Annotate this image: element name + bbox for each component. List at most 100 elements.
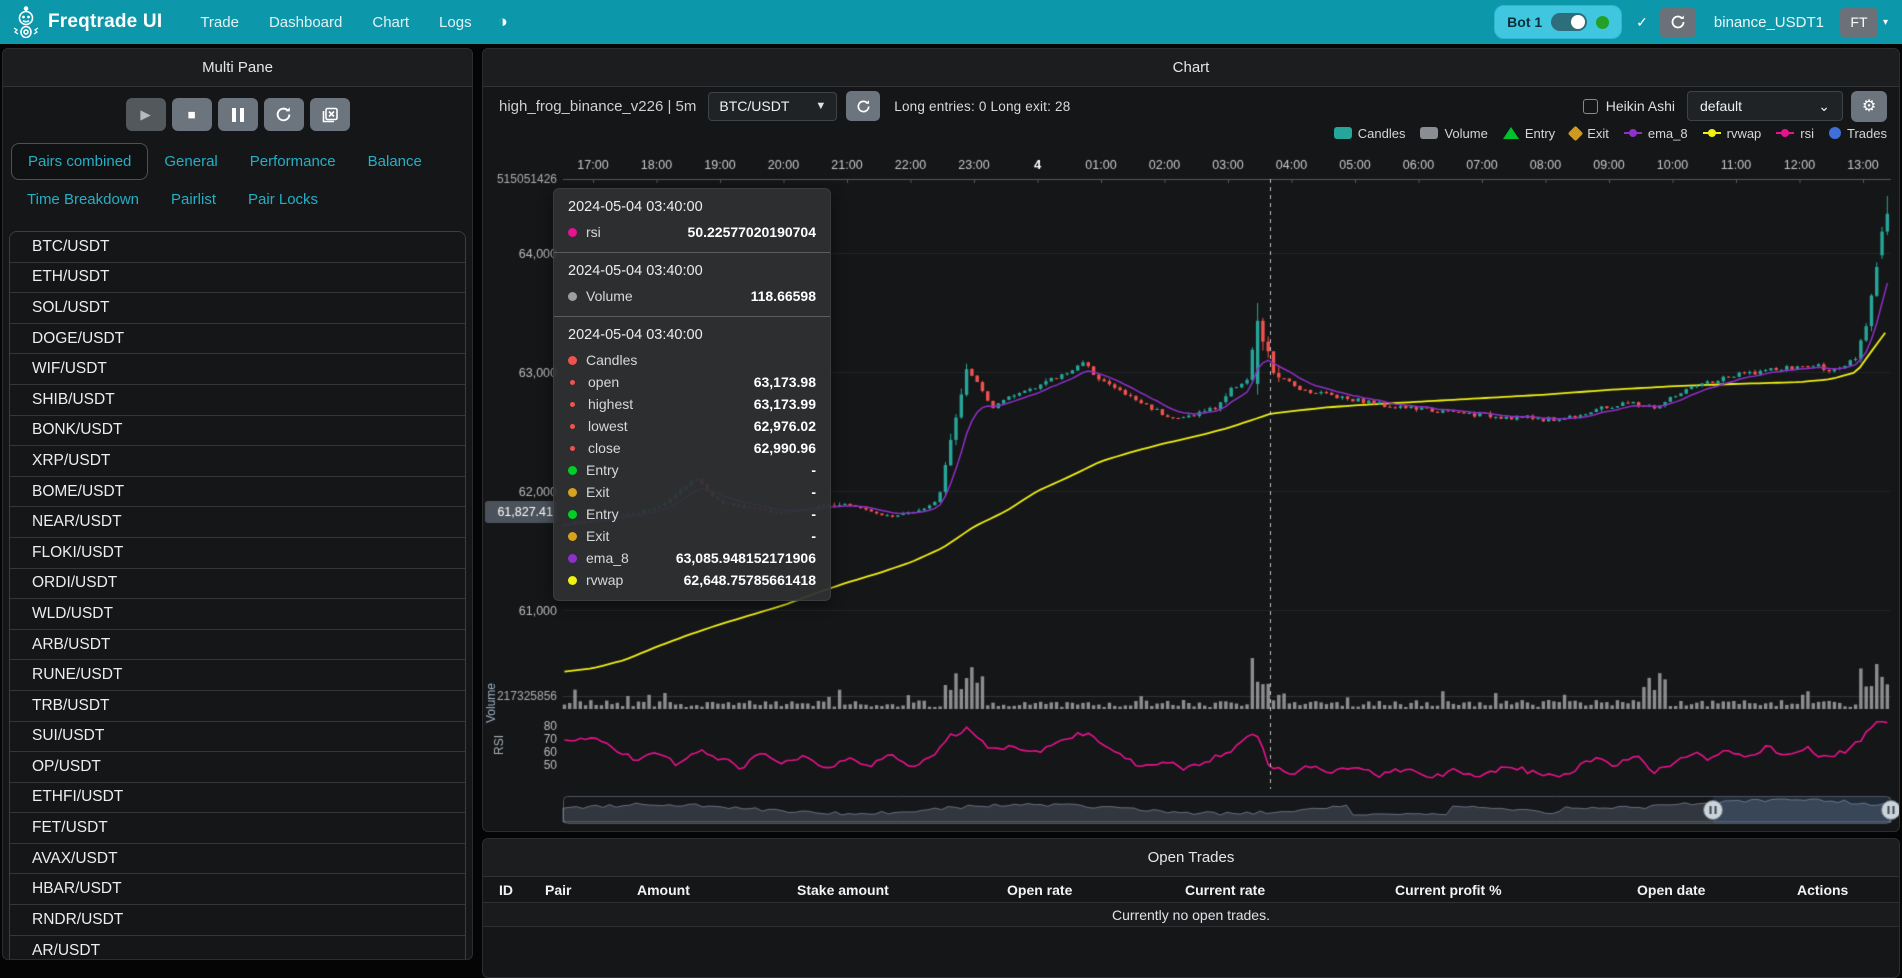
forget-bot-button[interactable] (310, 98, 350, 131)
tooltip-row-open: open63,173.98 (568, 371, 816, 393)
candles-swatch-icon (1334, 127, 1352, 139)
bot-running-toggle[interactable] (1551, 13, 1587, 31)
pair-list-item[interactable]: WLD/USDT (10, 599, 465, 630)
tooltip-row-highest: highest63,173.99 (568, 393, 816, 415)
pair-list-item[interactable]: AVAX/USDT (10, 844, 465, 875)
ema_8-line-icon (1624, 132, 1642, 134)
open-trades-panel: Open Trades IDPairAmountStake amountOpen… (482, 838, 1900, 978)
tooltip-section: 2024-05-04 03:40:00Volume118.66598 (554, 252, 830, 316)
tooltip-section: 2024-05-04 03:40:00rsi50.22577020190704 (554, 189, 830, 252)
tooltip-series-name: rsi (586, 224, 601, 240)
tooltip-series-value: 63,085.948152171906 (676, 550, 816, 566)
nav-link-dashboard[interactable]: Dashboard (269, 14, 342, 31)
rvwap-line-icon (1703, 132, 1721, 134)
tooltip-row-Exit: Exit- (568, 481, 816, 503)
tooltip-timestamp: 2024-05-04 03:40:00 (568, 325, 816, 345)
chart-tooltip: 2024-05-04 03:40:00rsi50.225770201907042… (553, 188, 831, 601)
sidebar-tab-time-breakdown[interactable]: Time Breakdown (11, 182, 155, 217)
ema_8-dot-icon (568, 554, 577, 563)
legend-label: rsi (1800, 126, 1814, 141)
exchange-account-label: binance_USDT1 (1714, 14, 1824, 31)
pair-list-item[interactable]: FET/USDT (10, 813, 465, 844)
pair-list-item[interactable]: FLOKI/USDT (10, 538, 465, 569)
pair-list-item[interactable]: AR/USDT (10, 936, 465, 960)
pair-list-item[interactable]: SOL/USDT (10, 293, 465, 324)
trades-col-amount: Amount (621, 882, 781, 898)
pair-list-item[interactable]: ORDI/USDT (10, 569, 465, 600)
pair-select-dropdown[interactable]: BTC/USDT ▼ (708, 92, 837, 121)
plot-settings-button[interactable]: ⚙ (1851, 91, 1887, 122)
pair-list-item[interactable]: BOME/USDT (10, 477, 465, 508)
multi-pane-header: Multi Pane (3, 49, 472, 87)
pair-list-item[interactable]: RUNE/USDT (10, 660, 465, 691)
stop-bot-button[interactable]: ■ (172, 98, 212, 131)
user-menu-caret-icon[interactable]: ▾ (1883, 17, 1888, 28)
legend-label: ema_8 (1648, 126, 1688, 141)
close-dot-icon (570, 446, 575, 451)
legend-label: Volume (1444, 126, 1487, 141)
sidebar-tab-pairlist[interactable]: Pairlist (155, 182, 232, 217)
pair-list-item[interactable]: RNDR/USDT (10, 905, 465, 936)
bot-name-label: Bot 1 (1507, 14, 1542, 30)
sidebar-tab-performance[interactable]: Performance (234, 144, 352, 179)
nav-links: Trade Dashboard Chart Logs (200, 14, 471, 31)
pair-list-item[interactable]: SUI/USDT (10, 722, 465, 753)
rsi-dot-icon (568, 228, 577, 237)
start-bot-button[interactable]: ▶ (126, 98, 166, 131)
pause-bot-button[interactable] (218, 98, 258, 131)
reload-bot-button[interactable] (1660, 7, 1696, 38)
plot-config-dropdown[interactable]: default ⌄ (1687, 91, 1843, 121)
legend-item-volume[interactable]: Volume (1420, 126, 1487, 141)
tooltip-series-value: 62,976.02 (754, 418, 816, 434)
tooltip-row-lowest: lowest62,976.02 (568, 415, 816, 437)
pair-list-item[interactable]: ARB/USDT (10, 630, 465, 661)
pair-list-item[interactable]: SHIB/USDT (10, 385, 465, 416)
tooltip-series-value: 118.66598 (751, 288, 816, 304)
pair-list-item[interactable]: DOGE/USDT (10, 324, 465, 355)
pair-list-item[interactable]: TRB/USDT (10, 691, 465, 722)
pair-list-item[interactable]: NEAR/USDT (10, 507, 465, 538)
legend-item-ema_8[interactable]: ema_8 (1624, 126, 1688, 141)
legend-item-exit[interactable]: Exit (1570, 126, 1609, 141)
legend-item-candles[interactable]: Candles (1334, 126, 1406, 141)
legend-label: Exit (1587, 126, 1609, 141)
app-title: Freqtrade UI (48, 11, 162, 33)
legend-item-rsi[interactable]: rsi (1776, 126, 1814, 141)
tooltip-series-name: Entry (586, 506, 619, 522)
pair-list-item[interactable]: ETH/USDT (10, 263, 465, 294)
trades-col-pair: Pair (529, 882, 621, 898)
nav-link-trade[interactable]: Trade (200, 14, 239, 31)
pair-list-item[interactable]: BONK/USDT (10, 416, 465, 447)
legend-label: Trades (1847, 126, 1887, 141)
theme-toggle-icon[interactable]: ◑ (498, 12, 508, 32)
tooltip-series-name: Candles (586, 352, 637, 368)
pair-list-item[interactable]: WIF/USDT (10, 354, 465, 385)
pair-list-item[interactable]: XRP/USDT (10, 446, 465, 477)
chart-panel-title: Chart (1173, 59, 1210, 76)
pair-list-item[interactable]: OP/USDT (10, 752, 465, 783)
nav-link-logs[interactable]: Logs (439, 14, 472, 31)
sidebar-tabs-row-2: Time BreakdownPairlistPair Locks (11, 182, 464, 217)
pair-select-value: BTC/USDT (719, 98, 789, 114)
clear-layout-icon (321, 106, 339, 124)
Exit-dot-icon (568, 488, 577, 497)
bot-online-status-dot (1596, 16, 1609, 29)
bot-selector-chip[interactable]: Bot 1 (1494, 5, 1622, 39)
legend-item-entry[interactable]: Entry (1503, 126, 1555, 141)
sidebar-tab-pair-locks[interactable]: Pair Locks (232, 182, 334, 217)
trades-col-stake-amount: Stake amount (781, 882, 991, 898)
tooltip-series-value: 63,173.98 (754, 374, 816, 390)
nav-link-chart[interactable]: Chart (372, 14, 409, 31)
legend-item-trades[interactable]: Trades (1829, 126, 1887, 141)
pair-list-item[interactable]: ETHFI/USDT (10, 783, 465, 814)
sidebar-tab-pairs-combined[interactable]: Pairs combined (11, 143, 148, 180)
pair-list-item[interactable]: HBAR/USDT (10, 874, 465, 905)
sidebar-tab-balance[interactable]: Balance (352, 144, 438, 179)
sidebar-tab-general[interactable]: General (148, 144, 233, 179)
chart-refresh-button[interactable] (846, 91, 880, 121)
pair-list-item[interactable]: BTC/USDT (10, 232, 465, 263)
legend-item-rvwap[interactable]: rvwap (1703, 126, 1762, 141)
heikin-ashi-checkbox[interactable] (1583, 99, 1598, 114)
reload-config-button[interactable] (264, 98, 304, 131)
user-avatar[interactable]: FT (1840, 7, 1878, 38)
